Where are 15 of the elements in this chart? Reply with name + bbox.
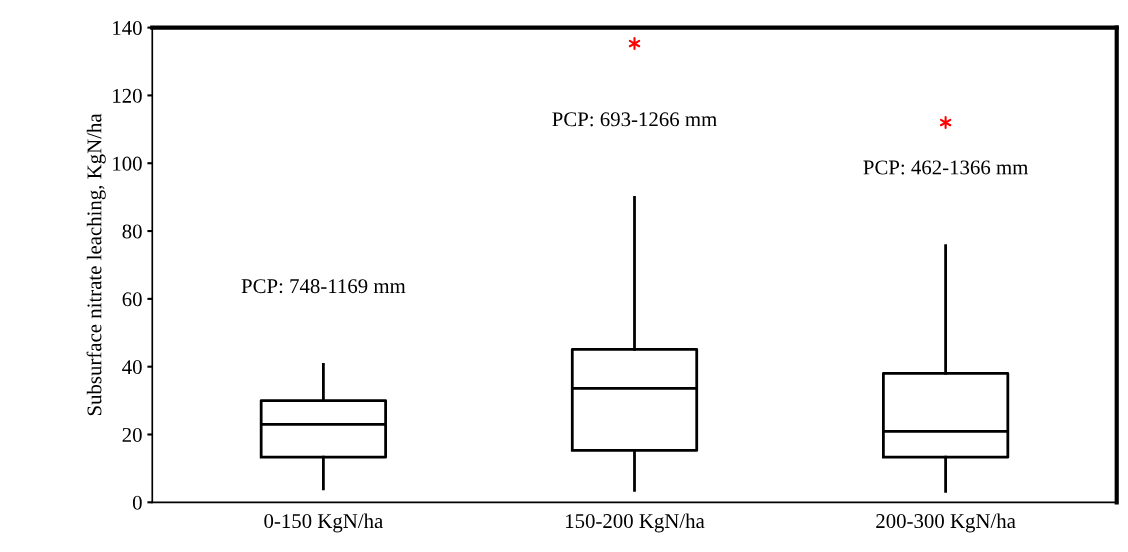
annotation: PCP: 693-1266 mm: [552, 112, 717, 127]
y-tick-label: 140: [113, 20, 142, 36]
y-tick-label: 60: [122, 292, 142, 307]
x-tick-label: 150-200 KgN/ha: [566, 513, 705, 533]
x-tick-label: 0-150 KgN/ha: [264, 513, 383, 533]
y-tick-label: 40: [122, 360, 142, 375]
y-tick-label: 20: [122, 427, 142, 442]
annotation: PCP: 462-1366 mm: [863, 160, 1029, 175]
annotation: PCP: 748-1169 mm: [241, 279, 406, 294]
y-tick-label: 0: [132, 495, 142, 510]
x-tick-label: 200-300 KgN/ha: [876, 513, 1016, 533]
y-tick-label: 80: [122, 224, 142, 239]
y-tick-label: 100: [113, 156, 142, 171]
y-axis-title: Subsurface nitrate leaching, KgN/ha: [86, 113, 106, 416]
y-tick-label: 120: [113, 88, 142, 103]
